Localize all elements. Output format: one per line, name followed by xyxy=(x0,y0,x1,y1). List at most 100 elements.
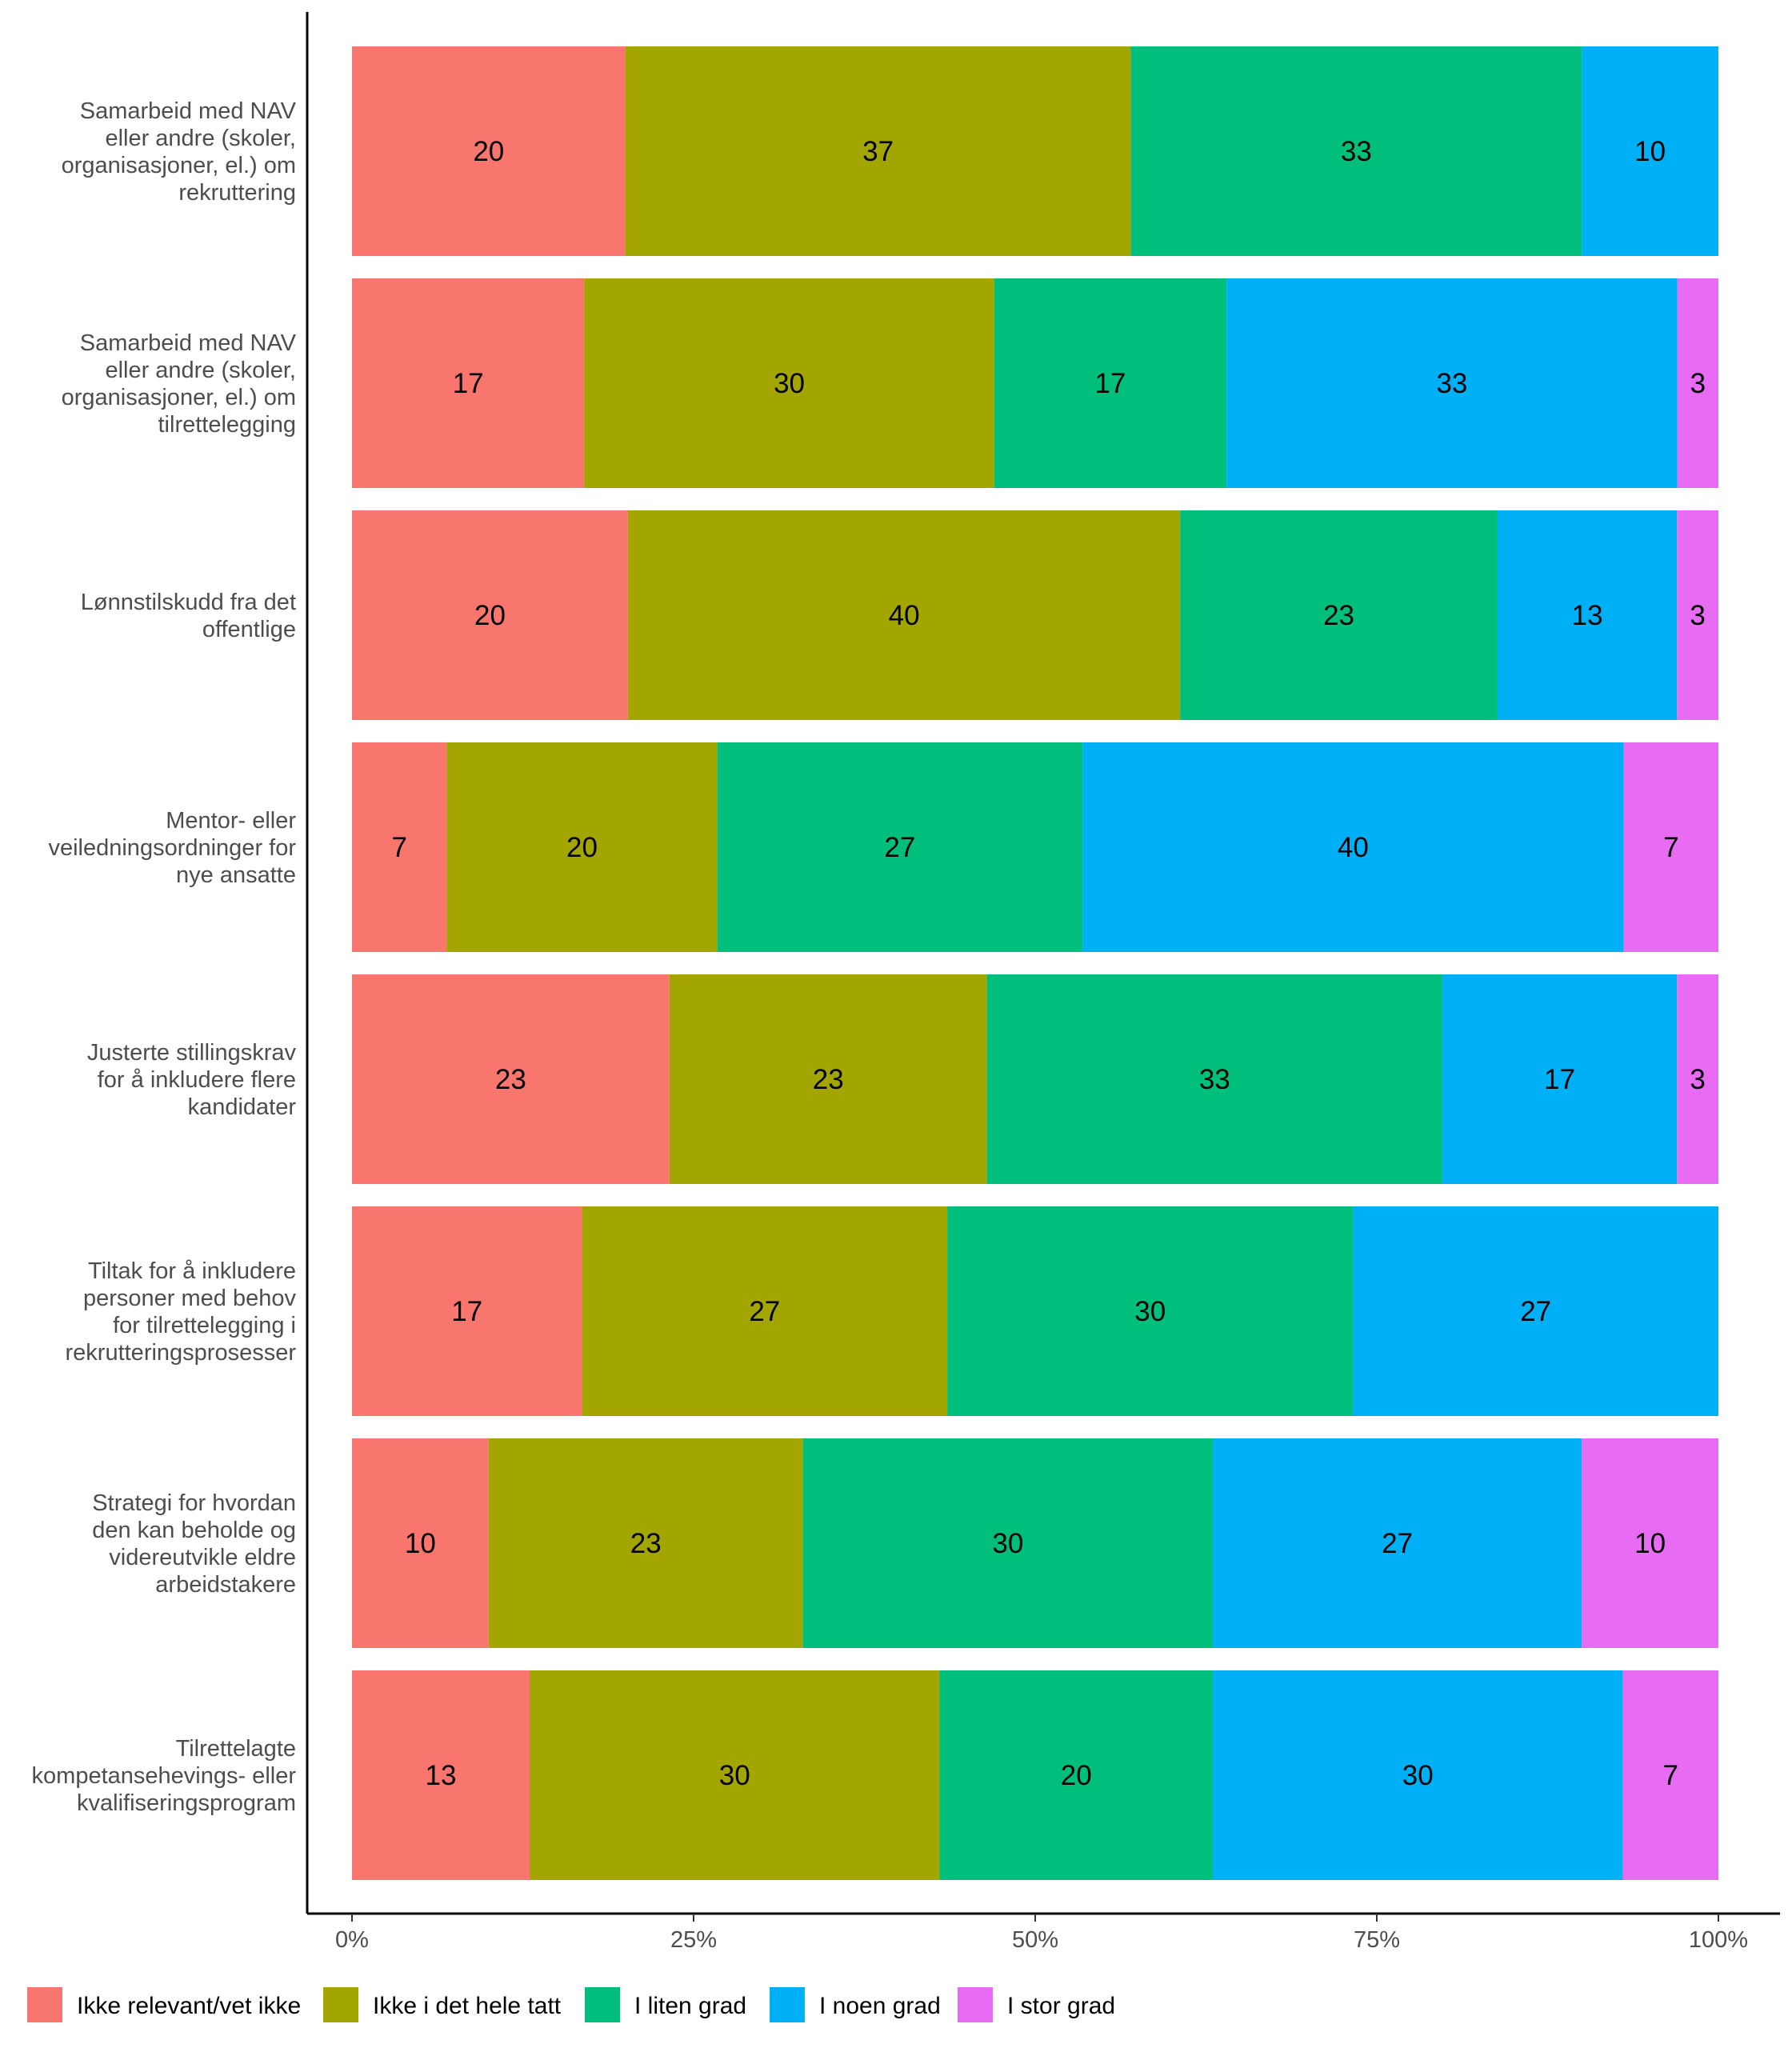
bar-value-label: 10 xyxy=(1634,136,1666,167)
bar-value-label: 7 xyxy=(1662,1760,1678,1791)
bar-value-label: 7 xyxy=(391,832,406,863)
bar-segment xyxy=(1130,46,1582,256)
bar-segment xyxy=(1677,510,1718,720)
category-label-line: Samarbeid med NAV xyxy=(80,98,297,124)
bar-segment xyxy=(1582,46,1718,256)
legend: Ikke relevant/vet ikke Ikke i det hele ta… xyxy=(27,1987,1115,2022)
category-label-line: kvalifiseringsprogram xyxy=(77,1790,296,1816)
legend-item: Ikke i det hele tatt xyxy=(323,1987,562,2022)
bar-segment xyxy=(352,1670,530,1880)
bar-value-label: 27 xyxy=(749,1296,780,1327)
bar-segment xyxy=(939,1670,1214,1880)
bar-value-label: 20 xyxy=(1061,1760,1092,1791)
category-label-line: for å inkludere flere xyxy=(98,1067,296,1093)
legend-label: Ikke i det hele tatt xyxy=(373,1993,562,2019)
bar-segment xyxy=(1082,742,1624,952)
bar-segment xyxy=(446,742,718,952)
axes-layer: 0% 25% 50% 75% 100% xyxy=(306,12,1780,1953)
category-label-line: Strategi for hvordan xyxy=(92,1490,296,1516)
bar-segment xyxy=(352,1206,582,1416)
bar-segment xyxy=(352,1438,489,1648)
category-label-line: nye ansatte xyxy=(176,862,296,888)
bar-value-label: 13 xyxy=(426,1760,457,1791)
bar-segment xyxy=(625,46,1131,256)
bar-segment xyxy=(352,46,626,256)
legend-swatch xyxy=(585,1987,620,2022)
bar-segment xyxy=(1622,1670,1718,1880)
category-label-line: Tilrettelagte xyxy=(176,1736,296,1762)
bar-value-label: 30 xyxy=(719,1760,750,1791)
bar-value-label: 17 xyxy=(451,1296,482,1327)
bar-segment xyxy=(582,1206,948,1416)
x-tick-label: 0% xyxy=(335,1927,369,1953)
legend-swatch xyxy=(770,1987,805,2022)
bar-segment xyxy=(352,974,670,1184)
bar-value-label: 10 xyxy=(1634,1528,1666,1559)
bar-segment xyxy=(1442,974,1678,1184)
legend-label: Ikke relevant/vet ikke xyxy=(77,1993,301,2019)
legend-label: I stor grad xyxy=(1007,1993,1115,2019)
category-label-line: eller andre (skoler, xyxy=(105,126,296,151)
legend-swatch xyxy=(27,1987,62,2022)
bar-value-label: 13 xyxy=(1572,600,1603,631)
bar-value-label: 27 xyxy=(884,832,915,863)
bar-segment xyxy=(994,278,1227,488)
legend-label: I noen grad xyxy=(819,1993,941,2019)
legend-swatch xyxy=(958,1987,993,2022)
bar-value-label: 23 xyxy=(495,1064,526,1095)
bar-value-label: 27 xyxy=(1520,1296,1551,1327)
bar-segment xyxy=(1226,278,1678,488)
bar-segment xyxy=(802,1438,1214,1648)
category-label-line: veiledningsordninger for xyxy=(48,835,296,861)
bar-value-label: 23 xyxy=(1323,600,1354,631)
bar-value-label: 3 xyxy=(1690,1064,1705,1095)
bar-segment xyxy=(352,742,447,952)
category-label-line: organisasjoner, el.) om xyxy=(62,385,296,410)
bar-segment xyxy=(1180,510,1498,720)
category-label-line: Samarbeid med NAV xyxy=(80,330,297,356)
bar-value-label: 30 xyxy=(1134,1296,1166,1327)
bar-value-label: 20 xyxy=(474,600,506,631)
bar-value-label: 17 xyxy=(1094,368,1126,399)
bar-value-label: 10 xyxy=(405,1528,436,1559)
category-label-line: eller andre (skoler, xyxy=(105,358,296,383)
x-tick-label: 50% xyxy=(1012,1927,1058,1953)
category-label-line: Lønnstilskudd fra det xyxy=(81,590,296,615)
bar-segment xyxy=(986,974,1442,1184)
bar-value-label: 17 xyxy=(453,368,484,399)
category-label-line: den kan beholde og xyxy=(92,1518,296,1543)
category-label-line: organisasjoner, el.) om xyxy=(62,153,296,178)
category-label-line: tilrettelegging xyxy=(158,412,297,438)
bar-segment xyxy=(1677,278,1718,488)
bar-value-label: 20 xyxy=(566,832,598,863)
bar-segment xyxy=(669,974,987,1184)
x-tick-label: 100% xyxy=(1689,1927,1748,1953)
category-label-line: kandidater xyxy=(188,1094,297,1120)
bar-value-label: 3 xyxy=(1690,368,1706,399)
bar-segment xyxy=(352,278,585,488)
legend-item: I liten grad xyxy=(585,1987,746,2022)
bar-value-label: 33 xyxy=(1341,136,1372,167)
category-label-line: for tilrettelegging i xyxy=(113,1313,296,1338)
legend-item: I noen grad xyxy=(770,1987,941,2022)
category-label-line: videreutvikle eldre xyxy=(109,1545,296,1570)
category-label-line: kompetansehevings- eller xyxy=(32,1763,297,1789)
category-label-line: personer med behov xyxy=(83,1286,296,1311)
bar-segment xyxy=(1213,1670,1623,1880)
bar-segment xyxy=(584,278,994,488)
legend-swatch xyxy=(323,1987,358,2022)
bar-segment xyxy=(352,510,629,720)
category-label-line: Mentor- eller xyxy=(166,808,296,834)
bar-segment xyxy=(530,1670,940,1880)
category-label-line: Tiltak for å inkludere xyxy=(88,1258,296,1284)
x-tick-label: 75% xyxy=(1354,1927,1400,1953)
